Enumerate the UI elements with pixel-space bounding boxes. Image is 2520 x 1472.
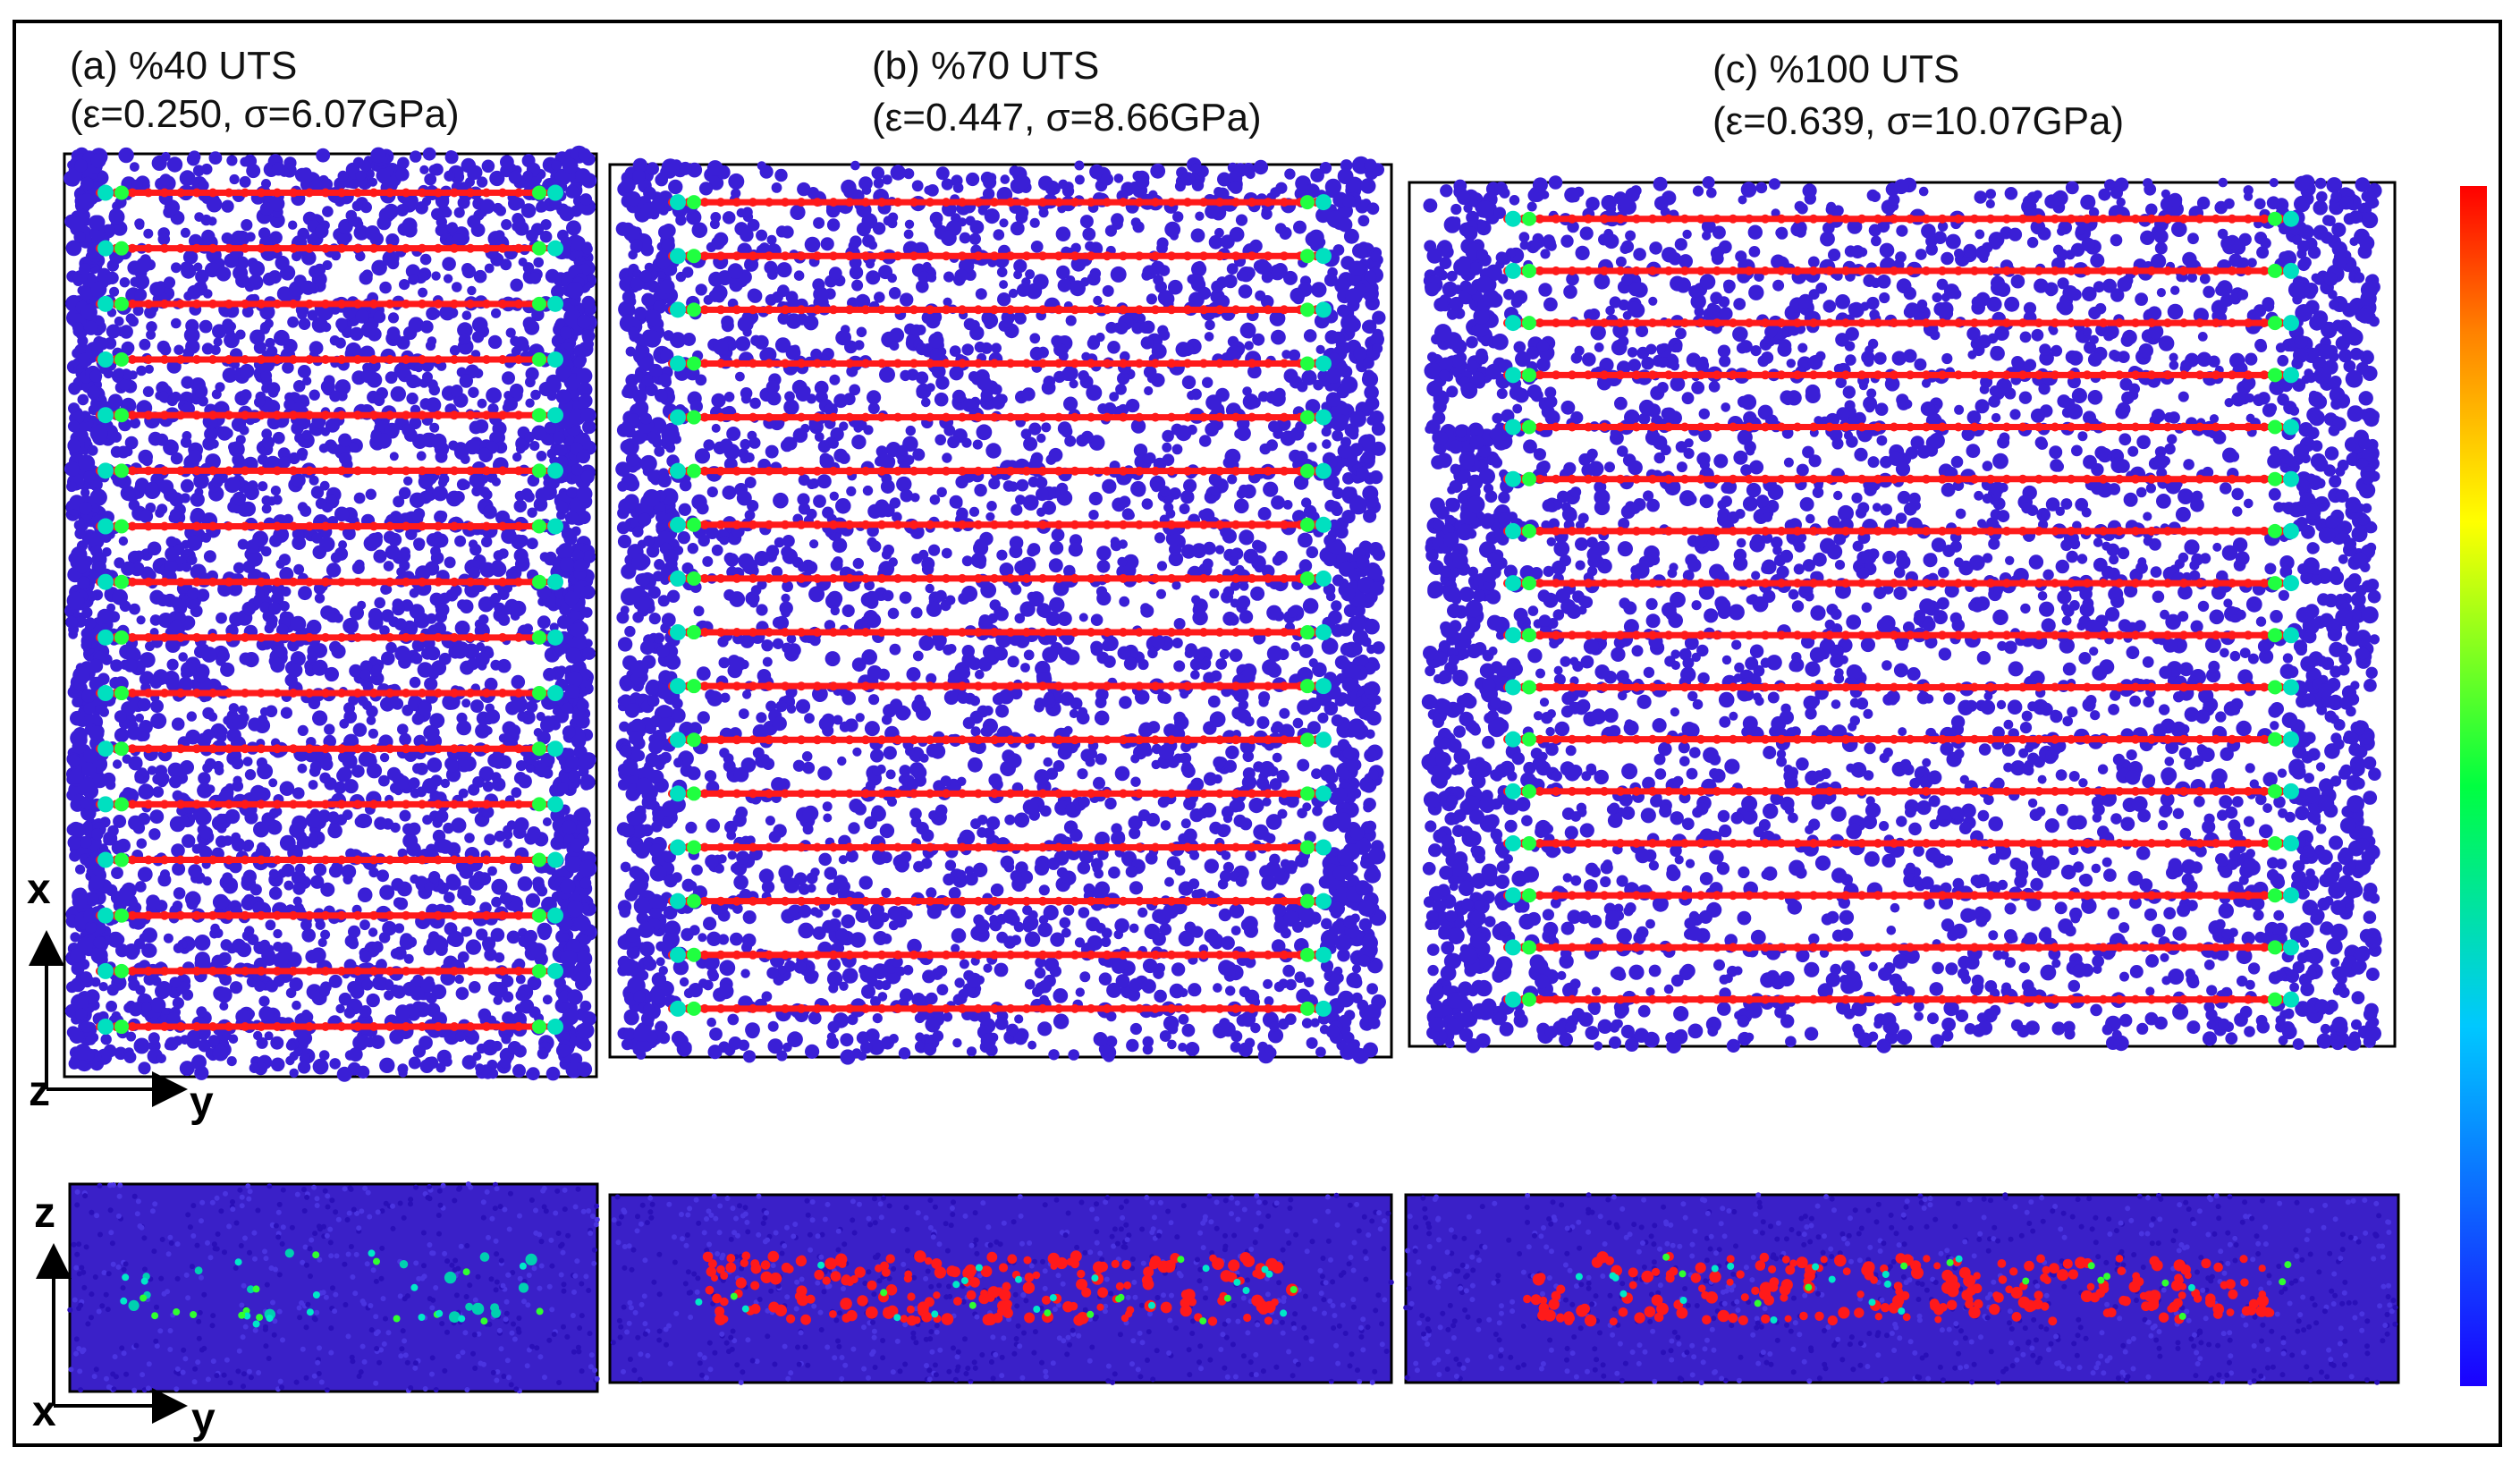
panel-a-side-view (67, 1181, 600, 1394)
panel-b-top-view (608, 156, 1393, 1065)
panel-c-top-view (1408, 174, 2397, 1053)
axis-z-label-top: z (29, 1068, 50, 1115)
panel-c-subtitle: (ε=0.639, σ=10.07GPa) (1712, 99, 2125, 143)
panel-c-side-view (1403, 1192, 2400, 1385)
panel-a-title: (a) %40 UTS (70, 44, 298, 88)
panel-b-side-view (608, 1192, 1394, 1385)
axis-x-label-top: x (27, 866, 51, 913)
panel-c-title: (c) %100 UTS (1712, 47, 1960, 91)
colorbar (2460, 186, 2487, 1386)
panel-b-title: (b) %70 UTS (872, 44, 1100, 88)
axis-y-label-top: y (190, 1079, 214, 1126)
panel-a-top-view (63, 145, 598, 1082)
top-axis-triad: x z y (27, 866, 214, 1126)
axis-y-label-side: y (191, 1395, 216, 1442)
side-axis-triad: z x y (32, 1189, 216, 1442)
figure-frame (13, 20, 2502, 1447)
panel-b-subtitle: (ε=0.447, σ=8.66GPa) (872, 96, 1262, 140)
panel-a-subtitle: (ε=0.250, σ=6.07GPa) (70, 92, 460, 136)
axis-x-label-side: x (32, 1388, 56, 1435)
axis-z-label-side: z (34, 1189, 55, 1237)
